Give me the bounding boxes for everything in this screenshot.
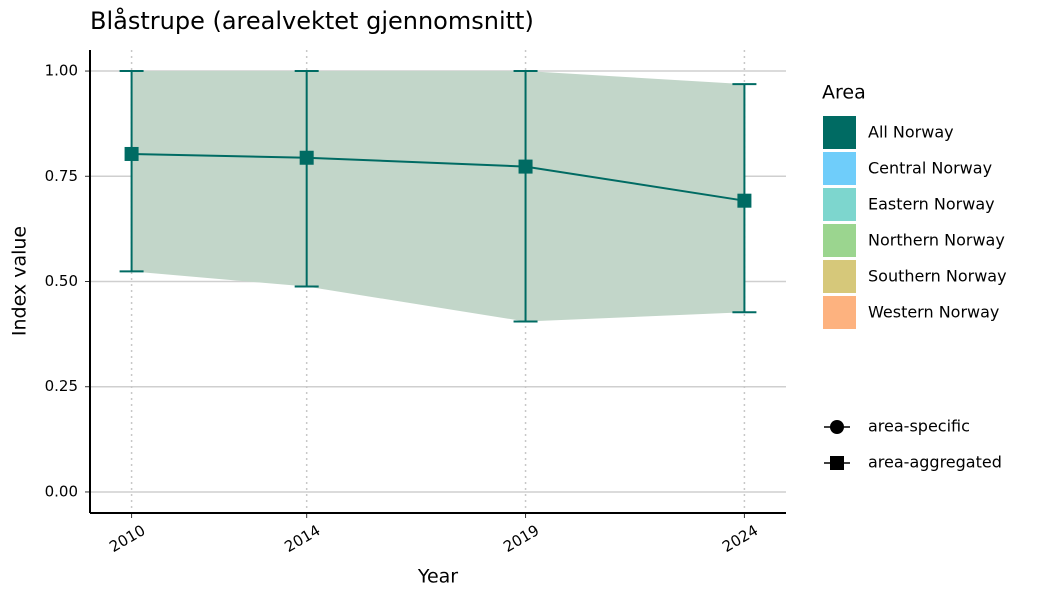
- x-tick-label: 2010: [106, 521, 148, 556]
- y-tick-label: 1.00: [45, 62, 78, 80]
- y-tick-label: 0.00: [45, 482, 78, 500]
- legend-marker: [830, 420, 844, 434]
- legend-label: Central Norway: [868, 159, 992, 178]
- legend-label: area-aggregated: [868, 453, 1002, 472]
- point: [124, 146, 139, 161]
- legend-swatch: [823, 224, 856, 257]
- series-line: [131, 152, 745, 202]
- legend-label: Northern Norway: [868, 231, 1005, 250]
- y-tick-label: 0.75: [45, 167, 78, 185]
- legend-swatch: [823, 260, 856, 293]
- point: [299, 150, 314, 165]
- chart-title: Blåstrupe (arealvektet gjennomsnitt): [90, 6, 534, 35]
- legend-label: Eastern Norway: [868, 195, 995, 214]
- legend-label: All Norway: [868, 123, 954, 142]
- legend-title: Area: [822, 82, 866, 104]
- legend-marker: [830, 456, 844, 470]
- legend-label: Western Norway: [868, 303, 999, 322]
- confidence-ribbon: [131, 71, 745, 322]
- x-tick-label: 2019: [500, 521, 542, 556]
- y-axis-label: Index value: [9, 226, 31, 336]
- point: [737, 193, 752, 208]
- y-tick-label: 0.25: [45, 377, 78, 395]
- legend-label: area-specific: [868, 417, 970, 436]
- legend-swatch: [823, 152, 856, 185]
- legend-label: Southern Norway: [868, 267, 1007, 286]
- x-tick-label: 2014: [281, 521, 323, 556]
- x-tick-label: 2024: [719, 521, 761, 556]
- x-axis-label: Year: [417, 566, 458, 588]
- point: [518, 159, 533, 174]
- legend-swatch: [823, 116, 856, 149]
- legend-swatch: [823, 188, 856, 221]
- y-tick-label: 0.50: [45, 272, 78, 290]
- legend-swatch: [823, 296, 856, 329]
